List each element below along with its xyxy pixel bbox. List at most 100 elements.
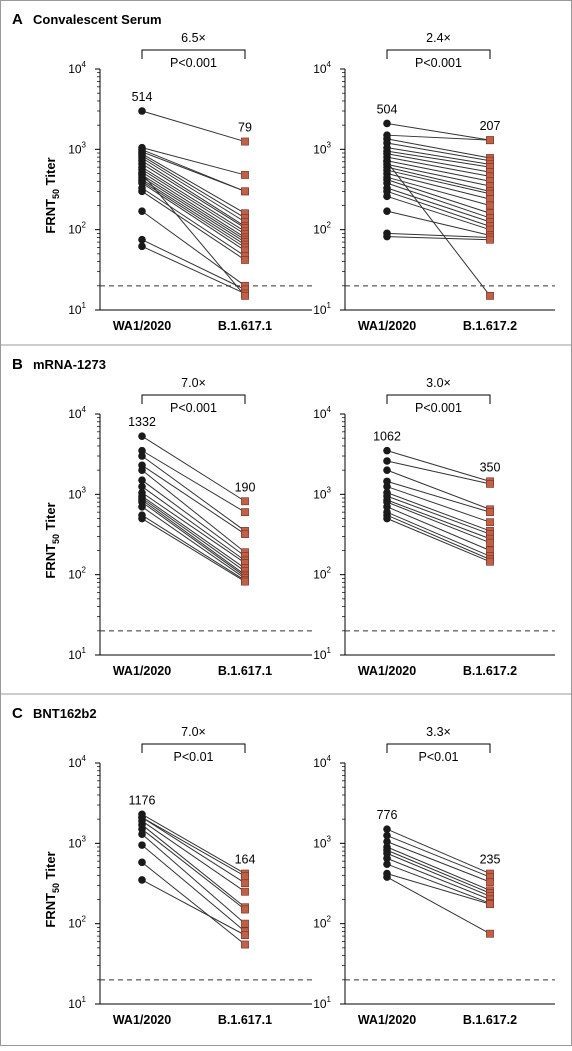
- wa1-point: [138, 830, 146, 838]
- gmt-label: 164: [235, 853, 256, 867]
- paired-line: [386, 169, 491, 195]
- gmt-label: 1176: [129, 793, 156, 807]
- variant-point: [486, 136, 494, 145]
- paired-line: [386, 166, 491, 192]
- p-value-label: P<0.01: [174, 750, 214, 764]
- paired-line: [141, 497, 246, 572]
- p-value-label: P<0.001: [170, 401, 217, 415]
- paired-line: [141, 147, 246, 176]
- variant-point: [241, 497, 249, 506]
- variant-point: [241, 187, 249, 196]
- variant-point: [241, 256, 249, 264]
- y-axis-label: FRNT50 Titer: [43, 851, 61, 927]
- gmt-label: 79: [238, 121, 252, 135]
- y-tick-base: 10: [313, 487, 327, 501]
- y-tick-label: 102: [313, 221, 331, 237]
- y-tick-base: 10: [68, 568, 82, 582]
- paired-line: [386, 232, 491, 238]
- paired-line: [386, 134, 491, 141]
- paired-line: [141, 824, 246, 908]
- paired-line: [386, 828, 491, 875]
- y-axis-label-rest: Titer: [43, 851, 58, 883]
- y-tick-label: 102: [68, 915, 86, 931]
- y-tick-exponent: 2: [82, 915, 87, 924]
- paired-line: [386, 153, 491, 173]
- variant-point: [241, 887, 249, 896]
- wa1-point: [383, 514, 391, 523]
- panel-title: Convalescent Serum: [33, 12, 162, 27]
- y-tick-exponent: 2: [327, 566, 332, 575]
- gmt-label: 1332: [128, 415, 156, 429]
- y-tick-base: 10: [68, 303, 82, 317]
- gmt-label: 235: [480, 853, 501, 867]
- y-tick-base: 10: [313, 62, 327, 76]
- wa1-point: [383, 192, 391, 201]
- paired-line: [141, 210, 246, 287]
- x-category-label: WA1/2020: [113, 319, 171, 333]
- variant-point: [486, 201, 494, 210]
- variant-point: [241, 931, 249, 940]
- variant-point: [241, 940, 249, 949]
- y-tick-exponent: 4: [327, 754, 332, 763]
- fold-change-label: 7.0×: [181, 376, 206, 390]
- variant-point: [486, 291, 494, 300]
- y-tick-label: 104: [68, 60, 86, 76]
- paired-line: [386, 122, 491, 141]
- y-tick-base: 10: [68, 756, 82, 770]
- paired-line: [386, 873, 491, 905]
- fold-change-label: 6.5×: [181, 31, 206, 45]
- y-tick-label: 101: [68, 995, 86, 1011]
- paired-line: [386, 835, 491, 878]
- paired-line: [386, 495, 491, 535]
- paired-line: [141, 833, 246, 925]
- paired-line: [141, 817, 246, 877]
- y-axis-label-main: FRNT: [43, 199, 58, 234]
- paired-line: [141, 169, 246, 235]
- paired-line: [141, 861, 246, 945]
- paired-line: [386, 846, 491, 891]
- gmt-label: 504: [377, 102, 398, 116]
- y-tick-exponent: 3: [327, 485, 332, 494]
- panel-title: BNT162b2: [33, 706, 97, 721]
- wa1-point: [383, 446, 391, 455]
- paired-line: [386, 852, 491, 897]
- paired-line: [386, 501, 491, 544]
- wa1-point: [383, 837, 391, 846]
- paired-line: [141, 817, 246, 884]
- y-tick-label: 104: [68, 405, 86, 421]
- y-tick-label: 103: [68, 140, 86, 156]
- paired-line: [141, 239, 246, 290]
- y-axis-label-main: FRNT: [43, 893, 58, 928]
- wa1-point: [383, 457, 391, 465]
- wa1-point: [383, 157, 391, 166]
- paired-line: [141, 157, 246, 223]
- wa1-point: [138, 242, 146, 251]
- y-tick-label: 102: [68, 566, 86, 582]
- y-tick-base: 10: [313, 917, 327, 931]
- panel-letter: B: [12, 356, 23, 373]
- significance-bracket: [141, 394, 246, 404]
- gmt-label: 514: [132, 90, 153, 104]
- y-tick-label: 103: [313, 485, 331, 501]
- x-category-label: B.1.617.2: [463, 1013, 517, 1027]
- wa1-point: [383, 854, 391, 863]
- y-tick-base: 10: [68, 407, 82, 421]
- variant-point: [241, 291, 249, 300]
- paired-line: [141, 450, 246, 513]
- y-tick-base: 10: [68, 62, 82, 76]
- paired-line: [141, 479, 246, 557]
- wa1-point: [138, 876, 146, 884]
- wa1-point: [138, 432, 146, 440]
- paired-line: [386, 138, 491, 159]
- y-axis-label-subscript: 50: [51, 189, 61, 199]
- y-tick-base: 10: [313, 997, 327, 1011]
- paired-line: [386, 857, 491, 900]
- paired-line: [141, 176, 246, 243]
- paired-line: [386, 876, 491, 935]
- paired-line: [141, 110, 246, 143]
- fold-change-label: 3.3×: [426, 725, 451, 739]
- y-axis-label-main: FRNT: [43, 544, 58, 579]
